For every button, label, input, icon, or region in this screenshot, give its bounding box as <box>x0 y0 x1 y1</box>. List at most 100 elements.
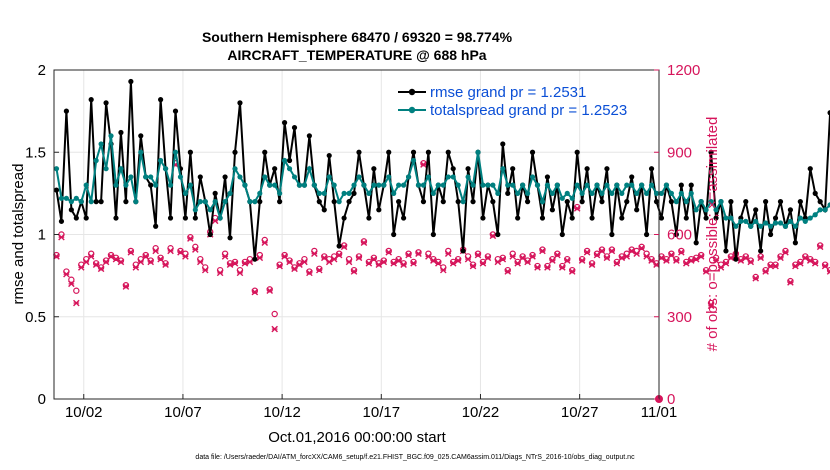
obs-possible-point <box>826 266 830 274</box>
obs-assimilated-point <box>271 325 278 333</box>
obs-assimilated-point <box>182 253 189 260</box>
totalspread-point <box>688 190 694 196</box>
rmse-point <box>579 199 585 205</box>
rmse-point <box>167 215 174 221</box>
totalspread-point <box>807 215 813 221</box>
rmse-point <box>440 199 446 205</box>
obs-assimilated-point <box>623 253 631 260</box>
rmse-point <box>470 199 476 205</box>
totalspread-point <box>529 174 536 180</box>
totalspread-point <box>703 207 709 213</box>
obs-assimilated-point <box>256 254 264 262</box>
y-right-tick-label: 600 <box>667 227 692 244</box>
totalspread-point <box>713 207 719 213</box>
totalspread-point <box>743 218 749 224</box>
obs-assimilated-point <box>811 259 819 267</box>
obs-assimilated-point <box>514 259 521 267</box>
y-axis-right-ticks: 0 300 600 900 1200 <box>654 62 700 408</box>
rmse-point <box>653 199 660 205</box>
rmse-point <box>624 199 630 205</box>
totalspread-point <box>103 166 109 172</box>
obs-possible-point <box>519 253 526 260</box>
totalspread-point <box>614 182 620 188</box>
y-left-tick-label: 1 <box>38 227 46 244</box>
x-tick-label: 10/22 <box>462 404 500 421</box>
totalspread-point <box>579 190 585 196</box>
totalspread-point <box>177 174 184 180</box>
totalspread-point <box>440 182 446 188</box>
obs-assimilated-point <box>454 257 462 264</box>
obs-assimilated-point <box>345 258 353 266</box>
totalspread-point <box>172 149 179 155</box>
totalspread-point <box>252 199 258 205</box>
rmse-point <box>281 120 288 126</box>
obs-assimilated-point <box>464 255 472 263</box>
obs-assimilated-point <box>767 262 774 270</box>
obs-assimilated-point <box>236 269 244 277</box>
totalspread-point <box>153 182 159 188</box>
obs-assimilated-point <box>529 253 536 260</box>
obs-possible-point <box>504 266 511 274</box>
rmse-point <box>336 243 342 249</box>
rmse-point <box>158 97 164 103</box>
rmse-point <box>316 199 322 205</box>
obs-possible-point <box>638 243 645 251</box>
obs-assimilated-point <box>87 253 95 260</box>
obs-possible-point <box>162 260 169 267</box>
obs-possible-point <box>251 287 259 294</box>
rmse-point <box>480 215 486 221</box>
totalspread-point <box>237 174 243 180</box>
rmse-point <box>703 215 709 221</box>
rmse-point <box>460 248 466 254</box>
rmse-point <box>356 149 362 155</box>
obs-possible-point <box>697 251 705 259</box>
y-right-tick-label: 300 <box>667 309 692 326</box>
totalspread-point <box>520 182 526 188</box>
rmse-point <box>589 215 595 221</box>
totalspread-point <box>753 218 759 224</box>
obs-possible-point <box>757 253 764 260</box>
rmse-point <box>103 100 109 106</box>
totalspread-point <box>763 220 769 226</box>
obs-possible-point <box>469 261 477 268</box>
rmse-point <box>455 199 461 205</box>
rmse-point <box>207 231 213 238</box>
y-left-tick-label: 0 <box>38 391 46 408</box>
x-tick-label: 10/17 <box>363 404 401 421</box>
obs-assimilated-point <box>633 250 640 257</box>
obs-assimilated-point <box>678 249 685 256</box>
obs-assimilated-point <box>712 257 720 264</box>
rmse-point <box>559 231 565 238</box>
rmse-point <box>286 157 293 164</box>
obs-possible-point <box>539 246 546 253</box>
totalspread-point <box>187 182 193 188</box>
totalspread-point <box>133 199 139 205</box>
obs-possible-point <box>266 286 273 293</box>
obs-assimilated-point <box>266 287 274 294</box>
rmse-point <box>827 110 830 116</box>
obs-assimilated-point <box>82 258 90 266</box>
obs-assimilated-point <box>53 253 60 260</box>
obs-possible-point <box>107 251 115 259</box>
obs-possible-point <box>380 257 387 264</box>
obs-possible-point <box>782 247 789 255</box>
obs-assimilated-point <box>420 161 427 168</box>
totalspread-point <box>629 182 635 188</box>
x-tick-label: 10/07 <box>164 404 202 421</box>
obs-assimilated-point <box>618 254 626 262</box>
rmse-point <box>425 149 432 155</box>
obs-possible-point <box>588 260 596 267</box>
totalspread-point <box>683 199 689 205</box>
x-tick-label: 10/02 <box>65 404 103 421</box>
totalspread-point <box>162 166 169 172</box>
obs-possible-point <box>410 258 417 266</box>
rmse-point <box>118 129 124 136</box>
rmse-point <box>763 199 769 205</box>
y-left-tick-label: 0.5 <box>25 309 46 326</box>
totalspread-point <box>648 182 655 188</box>
rmse-point <box>792 240 798 246</box>
legend-rmse-marker <box>408 88 416 96</box>
rmse-point <box>227 235 233 241</box>
rmse-point <box>529 149 536 155</box>
totalspread-point <box>718 199 724 205</box>
